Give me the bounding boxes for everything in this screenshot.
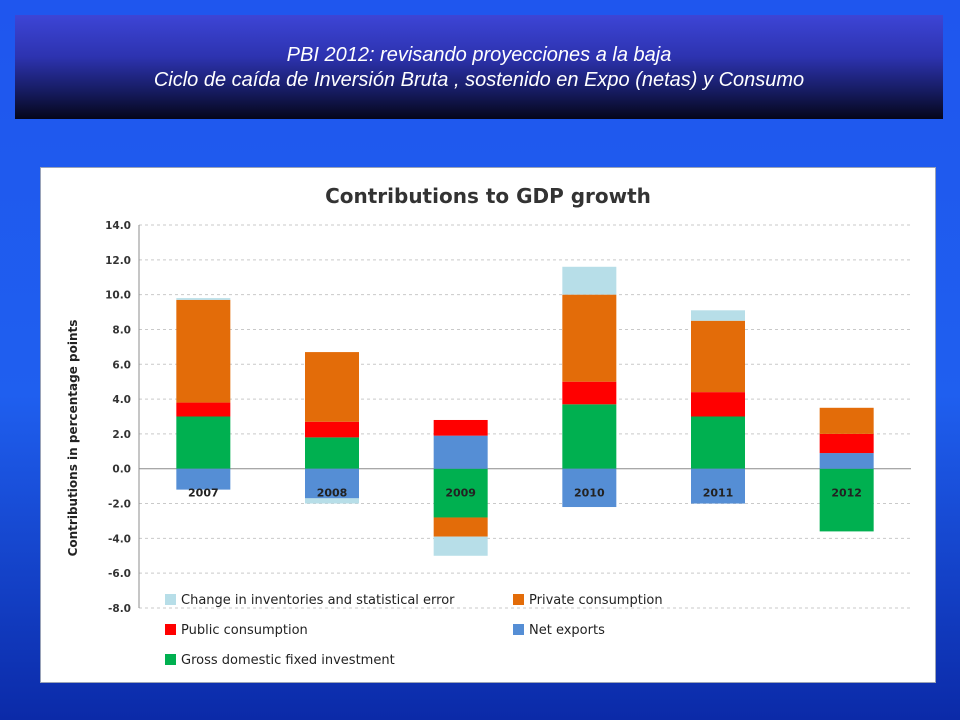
category-label: 2008	[317, 487, 348, 500]
y-tick-label: 0.0	[112, 464, 131, 476]
bar-segment	[305, 437, 359, 469]
bar-segment	[819, 407, 874, 434]
bar-segment	[433, 419, 488, 436]
y-tick-label: -8.0	[108, 603, 131, 615]
bar-segment	[691, 416, 745, 469]
bar-segment	[176, 299, 231, 403]
legend-swatch	[165, 654, 176, 665]
y-ticks: 14.0 12.0 10.0 8.0 6.0 4.0 2.0 0.0 -2.0 -4.0 -6.0 -…	[105, 220, 131, 615]
legend-label: Change in inventories and statistical er…	[181, 593, 455, 608]
y-tick-label: 8.0	[112, 324, 131, 336]
category-labels: 2007 2008 2009 2010 2011 2012	[188, 487, 862, 500]
bar-segment	[562, 294, 617, 382]
banner-subtitle: Ciclo de caída de Inversión Bruta , sost…	[153, 69, 805, 91]
y-tick-label: 2.0	[112, 429, 131, 441]
bar-segment	[819, 453, 874, 469]
category-label: 2011	[703, 487, 734, 500]
legend-label: Net exports	[529, 623, 605, 638]
banner-title: PBI 2012: revisando proyecciones a la ba…	[286, 44, 672, 66]
legend-swatch	[513, 594, 524, 605]
chart-title: Contributions to GDP growth	[325, 184, 651, 208]
bar-segment	[562, 468, 617, 508]
bar-segment	[433, 435, 488, 469]
bar-segment	[691, 320, 745, 393]
slide-banner: PBI 2012: revisando proyecciones a la ba…	[15, 15, 943, 119]
bar-segment	[176, 298, 231, 300]
gdp-contributions-chart: Contributions to GDP growth Contribution…	[66, 184, 911, 668]
y-tick-label: 10.0	[105, 290, 131, 302]
bar-segment	[176, 402, 231, 417]
legend-label: Public consumption	[181, 623, 308, 638]
grid-layer	[138, 224, 911, 609]
legend-label: Gross domestic fixed investment	[181, 653, 395, 668]
bar-segment	[176, 468, 231, 490]
category-label: 2010	[574, 487, 605, 500]
bar-segment	[819, 433, 874, 454]
y-tick-label: -6.0	[108, 568, 131, 580]
y-tick-label: 4.0	[112, 394, 131, 406]
y-tick-label: -4.0	[108, 533, 131, 545]
bar-segment	[305, 498, 359, 504]
y-axis-label: Contributions in percentage points	[66, 320, 80, 557]
bar-segment	[305, 352, 359, 422]
bar-segment	[819, 468, 874, 532]
category-label: 2007	[188, 487, 219, 500]
bar-segment	[691, 310, 745, 321]
bar-segment	[562, 404, 617, 469]
bar-segment	[433, 536, 488, 556]
bar-segment	[305, 421, 359, 438]
y-tick-label: 14.0	[105, 220, 131, 232]
bar-segment	[433, 517, 488, 537]
bars-layer	[176, 266, 874, 556]
chart-frame: Contributions to GDP growth Contribution…	[40, 167, 936, 683]
y-tick-label: -2.0	[108, 499, 131, 511]
y-tick-label: 12.0	[105, 255, 131, 267]
bar-segment	[691, 392, 745, 417]
category-label: 2009	[445, 487, 476, 500]
bar-segment	[305, 468, 359, 499]
legend-label: Private consumption	[529, 593, 663, 608]
bar-segment	[562, 266, 617, 295]
bar-segment	[176, 416, 231, 469]
legend-swatch	[165, 624, 176, 635]
bar-segment	[433, 468, 488, 518]
bar-segment	[691, 468, 745, 504]
y-tick-label: 6.0	[112, 359, 131, 371]
bar-segment	[562, 381, 617, 405]
legend-swatch	[165, 594, 176, 605]
legend-swatch	[513, 624, 524, 635]
legend: Change in inventories and statistical er…	[165, 593, 663, 668]
category-label: 2012	[831, 487, 862, 500]
